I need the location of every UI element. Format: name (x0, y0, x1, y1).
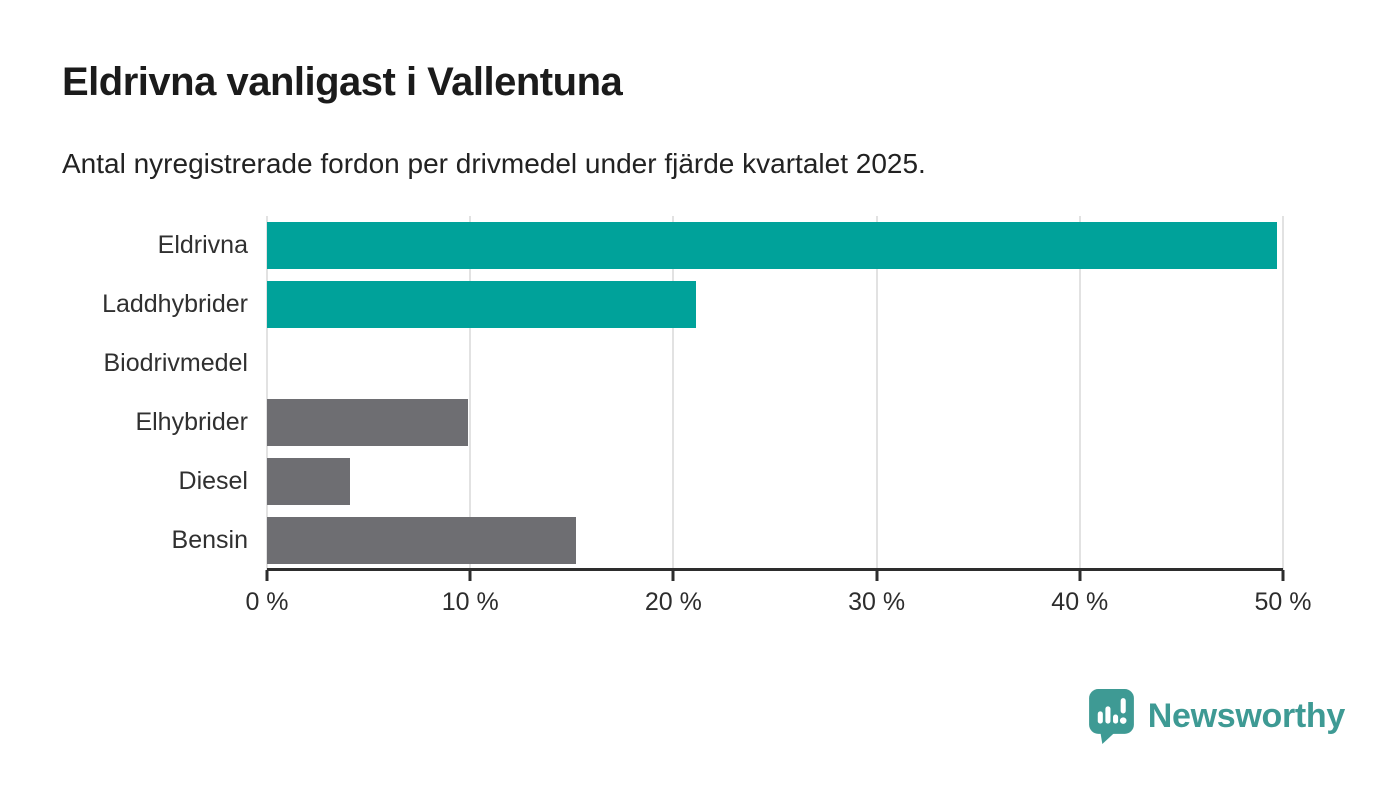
gridline-50 (1282, 216, 1284, 570)
category-label-bensin: Bensin (171, 526, 248, 554)
category-labels: Eldrivna Laddhybrider Biodrivmedel Elhybrid… (62, 216, 248, 570)
category-label-biodrivmedel: Biodrivmedel (103, 349, 248, 377)
category-label-diesel: Diesel (178, 467, 248, 495)
newsworthy-brand: Newsworthy (1088, 688, 1345, 744)
bar-elhybrider (267, 399, 469, 446)
chart-title: Eldrivna vanligast i Vallentuna (62, 60, 623, 104)
bar-row-laddhybrider (267, 275, 1283, 334)
x-axis-tick-label-50: 50 % (1254, 588, 1312, 616)
bar-diesel (267, 458, 351, 505)
x-axis-tick-0 (265, 570, 269, 581)
x-axis-tick-label-30: 30 % (848, 588, 906, 616)
gridline-0 (266, 216, 268, 570)
chart-subtitle: Antal nyregistrerade fordon per drivmede… (62, 148, 926, 179)
x-axis-tick-label-10: 10 % (441, 588, 499, 616)
x-axis-tick-label-20: 20 % (644, 588, 702, 616)
newsworthy-wordmark: Newsworthy (1147, 696, 1346, 735)
category-label-elhybrider: Elhybrider (135, 408, 248, 436)
x-axis-tick-label-0: 0 % (245, 588, 289, 616)
x-axis-tick-50 (1281, 570, 1285, 581)
bar-row-biodrivmedel (267, 334, 1283, 393)
x-axis-line (267, 568, 1283, 571)
bar-row-bensin (267, 511, 1283, 570)
x-axis-tick-30 (875, 570, 879, 581)
bar-row-eldrivna (267, 216, 1283, 275)
bar-row-elhybrider (267, 393, 1283, 452)
gridline-40 (1078, 216, 1081, 570)
bar-eldrivna (267, 222, 1277, 269)
bar-row-diesel (267, 452, 1283, 511)
x-axis-tick-label-40: 40 % (1051, 588, 1109, 616)
newsworthy-logo-icon (1088, 688, 1135, 744)
plot-area: 0 % 10 % 20 % 30 % 40 % 50 % (245, 216, 1311, 616)
bar-bensin (267, 517, 576, 564)
gridline-20 (672, 216, 675, 570)
category-label-eldrivna: Eldrivna (157, 231, 248, 259)
gridline-10 (469, 216, 472, 570)
x-axis-tick-20 (671, 570, 675, 581)
category-label-laddhybrider: Laddhybrider (102, 290, 248, 318)
gridline-30 (875, 216, 878, 570)
x-axis-tick-40 (1078, 570, 1082, 581)
bar-laddhybrider (267, 281, 696, 328)
x-axis-tick-10 (468, 570, 472, 581)
